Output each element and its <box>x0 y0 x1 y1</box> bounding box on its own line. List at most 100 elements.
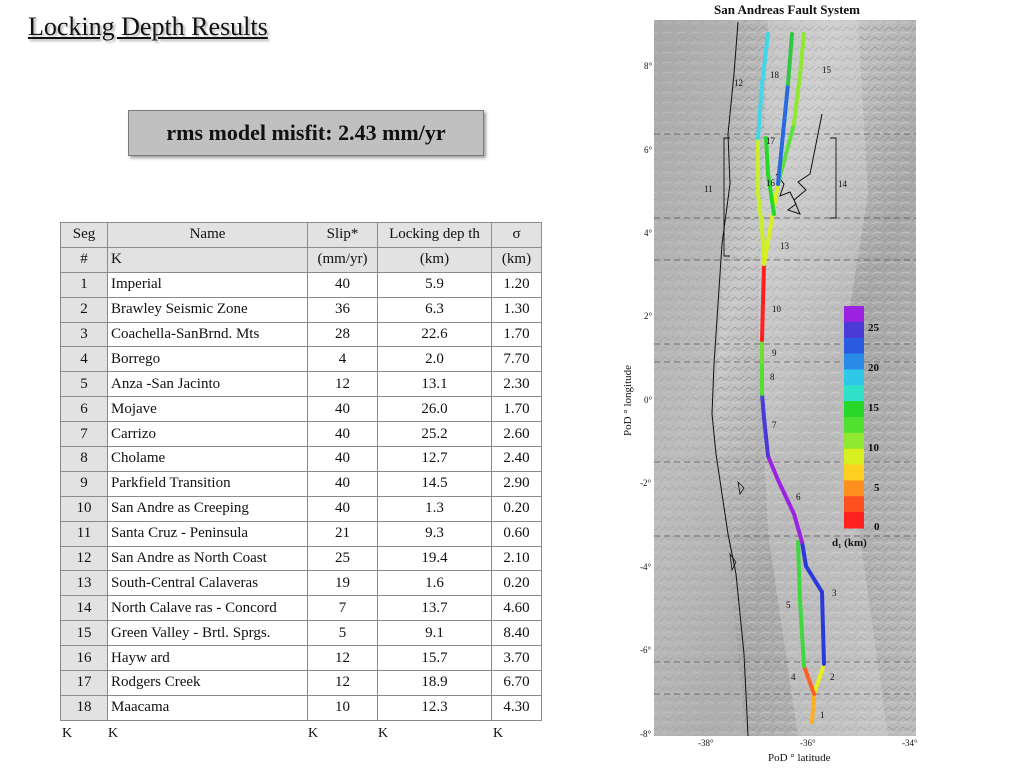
row-depth-cell: 15.7 <box>377 645 492 672</box>
segment-label: 4 <box>791 672 796 682</box>
table-row: 9 Parkfield Transition 40 14.5 2.90 <box>60 470 542 497</box>
table-row: 12 San Andre as North Coast 25 19.4 2.10 <box>60 545 542 572</box>
row-seg-cell: 6 <box>60 396 108 423</box>
row-seg-cell: 5 <box>60 371 108 398</box>
unit-depth: (km) <box>377 246 492 273</box>
header-row: Seg Name Slip* Locking dep th σ <box>60 222 542 248</box>
row-depth-cell: 9.1 <box>377 620 492 647</box>
row-name-cell: San Andre as Creeping <box>107 495 308 522</box>
row-name-cell: Mojave <box>107 396 308 423</box>
fault-map: 1 2 3 4 5 6 7 8 9 10 11 12 13 14 15 16 1… <box>618 14 1024 768</box>
table-row: 8 Cholame 40 12.7 2.40 <box>60 446 542 472</box>
segment-label: 3 <box>832 588 837 598</box>
fault-segment-3 <box>800 540 826 666</box>
row-seg-cell: 17 <box>60 670 108 696</box>
fault-segment-2 <box>812 662 826 696</box>
row-sigma-cell: 2.10 <box>491 545 542 572</box>
fault-segment-5 <box>796 540 806 668</box>
segment-label: 13 <box>780 241 790 251</box>
table-row: 18 Maacama 10 12.3 4.30 <box>60 694 542 721</box>
y-axis-label: PoD ° longitude <box>622 365 634 436</box>
segment-label: 11 <box>704 184 713 194</box>
row-sigma-cell: 0.60 <box>491 520 542 547</box>
y-tick: -2° <box>640 478 651 488</box>
colorbar-tick: 5 <box>874 482 880 494</box>
segment-label: 16 <box>766 178 776 188</box>
colorbar-swatch <box>844 337 864 355</box>
units-row: # K (mm/yr) (km) (km) <box>60 246 542 273</box>
segment-label: 17 <box>766 136 776 146</box>
x-tick: -36° <box>800 738 816 748</box>
row-seg-cell: 9 <box>60 470 108 497</box>
row-seg-cell: 8 <box>60 446 108 472</box>
fault-segment-6 <box>766 454 804 544</box>
unit-sigma: (km) <box>491 246 542 273</box>
footer-mark: K <box>62 726 73 741</box>
row-slip-cell: 40 <box>307 271 378 298</box>
colorbar-swatch <box>844 417 864 434</box>
colorbar-swatch <box>844 321 864 339</box>
row-seg-cell: 12 <box>60 545 108 572</box>
unit-name: K <box>107 246 308 273</box>
fault-segment-17 <box>776 82 790 186</box>
row-slip-cell: 40 <box>307 396 378 423</box>
row-name-cell: Santa Cruz - Peninsula <box>107 520 308 547</box>
segment-label: 7 <box>772 420 777 430</box>
row-slip-cell: 40 <box>307 495 378 522</box>
y-tick: 2° <box>644 311 653 321</box>
row-seg-cell: 7 <box>60 421 108 448</box>
row-name-cell: South-Central Calaveras <box>107 570 308 597</box>
row-slip-cell: 19 <box>307 570 378 597</box>
row-slip-cell: 12 <box>307 645 378 672</box>
row-name-cell: Anza -San Jacinto <box>107 371 308 398</box>
colorbar-swatch <box>844 464 864 481</box>
row-depth-cell: 18.9 <box>377 670 492 696</box>
header-name: Name <box>107 222 308 248</box>
fault-segment-11 <box>756 136 766 266</box>
row-name-cell: Rodgers Creek <box>107 670 308 696</box>
colorbar-swatch <box>844 385 864 402</box>
y-tick-labels: 8° 6° 4° 2° 0° -2° -4° -6° -8° <box>640 61 653 739</box>
row-seg-cell: 2 <box>60 296 108 323</box>
row-slip-cell: 25 <box>307 545 378 572</box>
bracket-11 <box>723 137 730 257</box>
table-row: 7 Carrizo 40 25.2 2.60 <box>60 421 542 448</box>
y-tick: 4° <box>644 228 653 238</box>
fault-segment-1 <box>810 692 816 724</box>
fault-segment-13 <box>762 182 780 266</box>
row-seg-cell: 15 <box>60 620 108 647</box>
row-name-cell: San Andre as North Coast <box>107 545 308 572</box>
row-depth-cell: 12.3 <box>377 694 492 721</box>
row-seg-cell: 4 <box>60 346 108 373</box>
row-sigma-cell: 0.20 <box>491 495 542 522</box>
header-seg: Seg <box>60 222 108 248</box>
header-locking-depth: Locking dep th <box>377 222 492 248</box>
table-row: 4 Borrego 4 2.0 7.70 <box>60 346 542 373</box>
unit-slip: (mm/yr) <box>307 246 378 273</box>
colorbar-swatch <box>844 353 864 370</box>
bracket-14 <box>830 137 837 219</box>
colorbar-swatch <box>844 306 864 323</box>
row-slip-cell: 21 <box>307 520 378 547</box>
footer-mark: K <box>378 726 389 741</box>
page-title: Locking Depth Results <box>28 12 268 41</box>
row-depth-cell: 19.4 <box>377 545 492 572</box>
row-name-cell: Green Valley - Brtl. Sprgs. <box>107 620 308 647</box>
ocean-area <box>654 20 746 736</box>
row-depth-cell: 5.9 <box>377 271 492 298</box>
colorbar-swatch <box>844 401 864 418</box>
y-tick: -4° <box>640 562 651 572</box>
row-name-cell: North Calave ras - Concord <box>107 595 308 622</box>
row-slip-cell: 10 <box>307 694 378 721</box>
row-sigma-cell: 2.90 <box>491 470 542 497</box>
row-depth-cell: 22.6 <box>377 321 492 348</box>
row-sigma-cell: 1.20 <box>491 271 542 298</box>
row-sigma-cell: 2.30 <box>491 371 542 398</box>
row-name-cell: Imperial <box>107 271 308 298</box>
row-slip-cell: 7 <box>307 595 378 622</box>
colorbar-swatch <box>844 480 864 497</box>
segment-label: 2 <box>830 672 835 682</box>
colorbar-swatch <box>844 496 864 513</box>
row-depth-cell: 9.3 <box>377 520 492 547</box>
row-slip-cell: 12 <box>307 371 378 398</box>
